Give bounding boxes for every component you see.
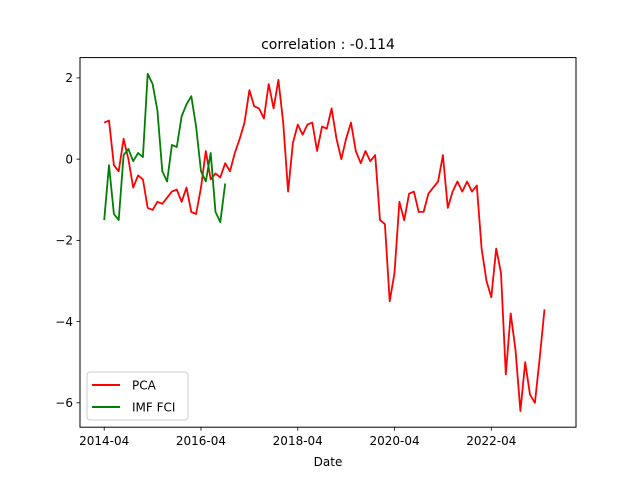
plot-area — [103, 72, 546, 412]
x-tick-label: 2018-04 — [273, 434, 323, 448]
y-axis: 2 0 −2 −4 −6 — [55, 71, 80, 410]
legend-label-imf-fci: IMF FCI — [132, 401, 175, 415]
x-tick-label: 2016-04 — [176, 434, 226, 448]
y-tick-label: 2 — [65, 71, 73, 85]
x-tick-label: 2022-04 — [466, 434, 516, 448]
series-line-imf-fci — [103, 72, 227, 223]
series-line-pca — [103, 79, 546, 412]
y-tick-label: 0 — [65, 152, 73, 166]
x-axis: 2014-04 2016-04 2018-04 2020-04 2022-04 — [79, 427, 516, 448]
y-tick-label: −2 — [55, 234, 73, 248]
plot-frame — [79, 57, 577, 428]
y-tick-label: −6 — [55, 396, 73, 410]
y-tick-label: −4 — [55, 315, 73, 329]
x-tick-label: 2014-04 — [79, 434, 129, 448]
legend: PCA IMF FCI — [86, 371, 189, 421]
x-tick-label: 2020-04 — [369, 434, 419, 448]
x-axis-label: Date — [314, 455, 343, 469]
legend-label-pca: PCA — [132, 379, 157, 393]
chart-title: correlation : -0.114 — [261, 37, 395, 53]
